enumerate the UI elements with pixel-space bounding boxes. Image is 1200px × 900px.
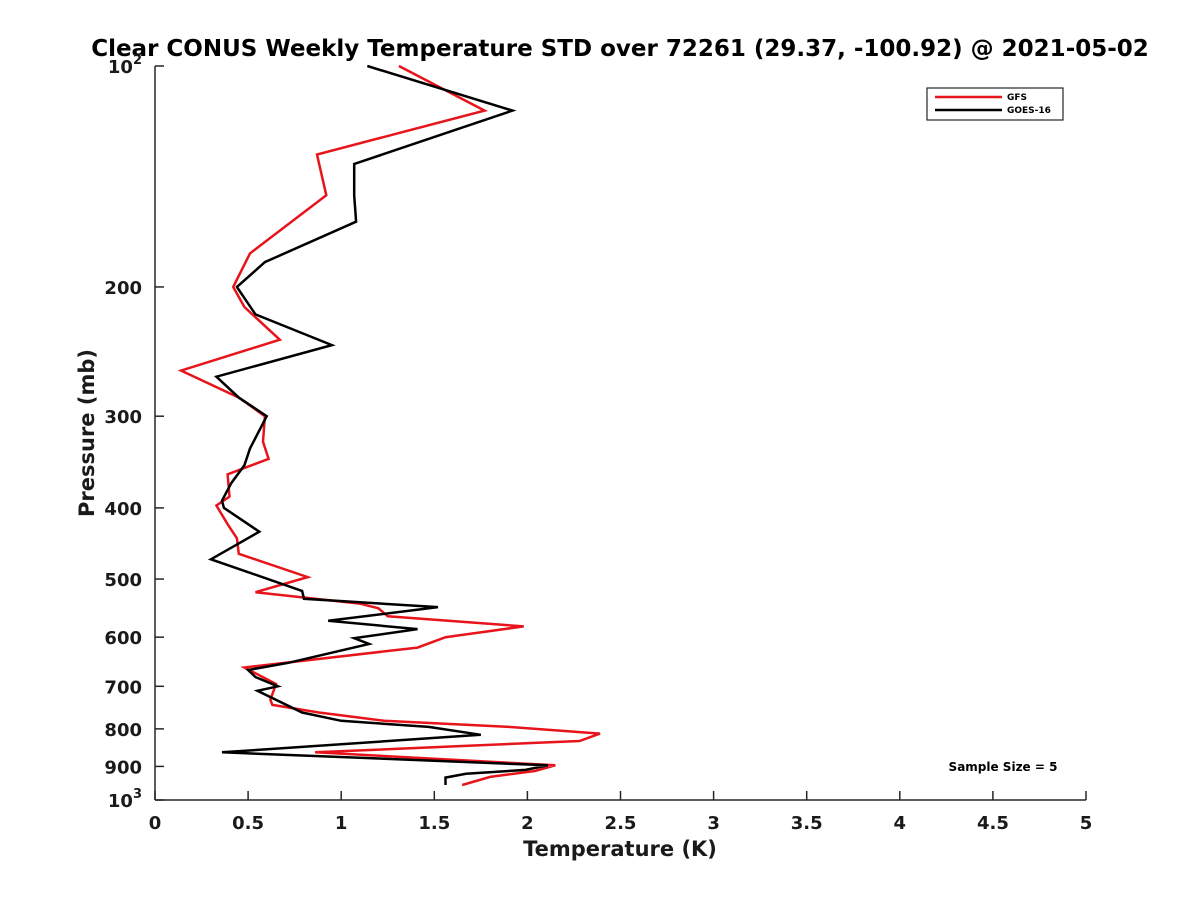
y-tick-label: 700 [104,677,142,698]
series-line-goes16 [207,64,549,785]
y-tick-label: 200 [104,278,142,299]
y-tick-label: 400 [104,499,142,520]
x-tick-label: 3 [707,813,720,834]
legend-label-gfs: GFS [1007,93,1027,103]
y-tick-label: 102 [108,53,142,78]
x-ticks: 0 0.5 1 1.5 2 2.5 3 3.5 4 4.5 5 [149,791,1093,834]
x-tick-label: 4.5 [977,813,1009,834]
series-layer [177,64,601,787]
y-tick-label: 103 [108,787,142,812]
legend-label-goes16: GOES-16 [1007,106,1051,116]
legend-box [926,87,1064,121]
y-axis-label: Pressure (mb) [75,349,99,517]
x-tick-label: 5 [1080,813,1093,834]
y-tick-label: 900 [104,757,142,778]
y-tick-label: 300 [104,407,142,428]
chart-title: Clear CONUS Weekly Temperature STD over … [91,36,1149,62]
x-tick-label: 1.5 [418,813,450,834]
y-ticks: 102 200 300 400 500 600 700 800 900 103 [104,53,164,812]
x-tick-label: 2.5 [605,813,637,834]
y-tick-label: 800 [104,720,142,741]
x-tick-label: 2 [521,813,534,834]
legend: GFS GOES-16 [926,87,1064,121]
x-tick-label: 0 [149,813,162,834]
x-tick-label: 4 [894,813,907,834]
x-axis-label: Temperature (K) [523,837,717,861]
y-tick-label: 500 [104,570,142,591]
sample-size-annotation: Sample Size = 5 [949,760,1058,774]
series-line-gfs [177,64,601,787]
x-tick-label: 1 [335,813,348,834]
x-tick-label: 0.5 [232,813,264,834]
y-tick-label: 600 [104,628,142,649]
x-tick-label: 3.5 [791,813,823,834]
